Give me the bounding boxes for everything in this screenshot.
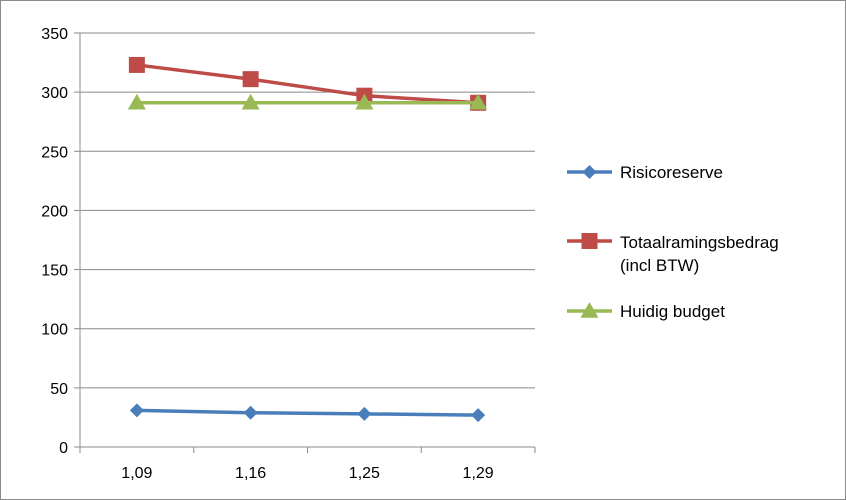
data-point-huidig-budget [469,93,488,110]
series-risicoreserve [129,403,486,423]
x-tick-label: 1,25 [349,465,380,482]
legend: Risicoreserve Totaalramingsbedrag (incl BT… [567,163,779,321]
series-line-risicoreserve [136,408,479,417]
legend-item-risicoreserve: Risicoreserve [567,163,723,182]
y-tick-label: 150 [41,263,68,280]
data-point-risicoreserve [243,405,258,420]
y-tick-labels: 0 50 100 150 200 250 300 350 [41,26,68,457]
legend-swatch-marker [582,165,597,179]
legend-label-line: Totaalramingsbedrag [620,233,779,252]
x-tick-label: 1,16 [235,465,266,482]
data-point-risicoreserve [129,403,144,418]
x-tick-label: 1,29 [463,465,494,482]
legend-label: Totaalramingsbedrag (incl BTW) [620,233,779,275]
legend-label: Risicoreserve [620,163,723,182]
axes [74,32,536,453]
y-tick-label: 0 [59,440,68,457]
legend-label-line: Risicoreserve [620,163,723,182]
data-point-huidig-budget [355,93,374,110]
y-tick-label: 50 [50,381,68,398]
data-point-totaalramingsbedrag-incl-btw [242,71,259,88]
series-group [127,56,488,423]
data-point-huidig-budget [241,93,260,110]
gridlines [80,32,535,389]
legend-swatch-marker [580,302,599,318]
data-point-risicoreserve [471,408,486,423]
data-point-risicoreserve [357,406,372,421]
legend-label-line: (incl BTW) [620,256,699,275]
y-tick-label: 300 [41,85,68,102]
y-tick-label: 350 [41,26,68,43]
y-tick-label: 250 [41,144,68,161]
legend-label: Huidig budget [620,302,725,321]
series-huidig-budget [127,93,488,110]
data-point-huidig-budget [127,93,146,110]
y-tick-label: 200 [41,203,68,220]
series-line-totaalramingsbedrag-incl-btw [136,63,479,105]
legend-swatch-marker [581,233,598,249]
data-point-totaalramingsbedrag-incl-btw [128,56,145,73]
legend-label-line: Huidig budget [620,302,725,321]
x-tick-labels: 1,09 1,16 1,25 1,29 [121,465,493,482]
y-tick-label: 100 [41,322,68,339]
legend-item-huidig-budget: Huidig budget [567,302,725,321]
x-tick-label: 1,09 [121,465,152,482]
legend-item-totaalramingsbedrag-incl-btw: Totaalramingsbedrag (incl BTW) [567,233,779,275]
